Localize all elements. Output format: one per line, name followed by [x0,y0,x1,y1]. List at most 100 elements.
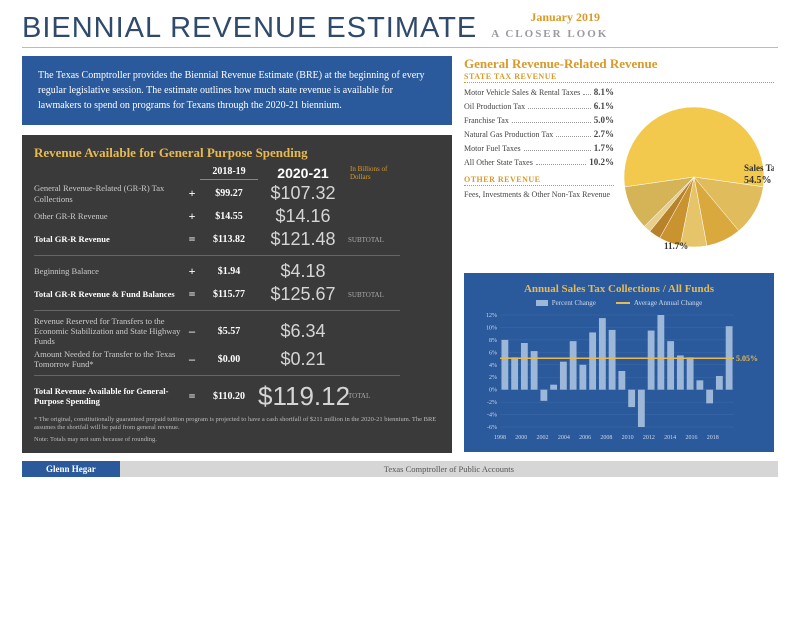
pie-slice [624,107,764,187]
bar [716,376,723,390]
pie-section-1: STATE TAX REVENUE [464,72,774,83]
bar [589,332,596,389]
table-row-v2: $0.21 [258,349,348,370]
footer-org: Texas Comptroller of Public Accounts [120,461,778,477]
pie-label-row: Oil Production Tax 6.1% [464,101,614,111]
svg-text:1998: 1998 [494,435,506,441]
bar-chart: -6%-4%-2%0%2%4%6%8%10%12%5.05%1998200020… [474,311,764,441]
table-row-sub: SUBTOTAL [348,236,400,244]
table-row-v1: $1.94 [200,266,258,277]
table-footnote-2: Note: Totals may not sum because of roun… [34,436,440,444]
table-row-v1: $14.55 [200,211,258,222]
table-row-v2: $107.32 [258,183,348,204]
pie-label: All Other State Taxes [464,158,533,167]
pie-pct: 5.0% [594,115,614,125]
svg-text:4%: 4% [489,363,497,369]
svg-text:2014: 2014 [664,435,676,441]
table-row-v2: $14.16 [258,206,348,227]
table-row-label: Total Revenue Available for General-Purp… [34,386,184,406]
bar [628,390,635,407]
table-row-v2: $125.67 [258,284,348,305]
pie-pct: 1.7% [594,143,614,153]
table-row-v2: $121.48 [258,229,348,250]
pie-title: General Revenue-Related Revenue [464,56,774,72]
bar [648,331,655,390]
table-footnote-1: * The original, constitutionally guarant… [34,416,440,433]
pie-pct: 10.2% [589,157,614,167]
table-row-v1: $5.57 [200,326,258,337]
table-row-label: Other GR-R Revenue [34,211,184,221]
pie-section-2: OTHER REVENUE [464,175,614,186]
table-row-v1: $0.00 [200,354,258,365]
table-row-v2: $4.18 [258,261,348,282]
bar-legend: Percent Change Average Annual Change [474,299,764,307]
bar [599,318,606,390]
svg-text:-2%: -2% [487,400,497,406]
svg-text:10%: 10% [486,325,497,331]
bar [560,362,567,390]
pie-label: Motor Fuel Taxes [464,144,521,153]
pie-pct: 8.1% [594,87,614,97]
bar [677,355,684,389]
svg-text:-6%: -6% [487,425,497,431]
pie-label-row: All Other State Taxes 10.2% [464,157,614,167]
table-row-v2: $6.34 [258,321,348,342]
table-row-v1: $110.20 [200,391,258,402]
pie-label: Oil Production Tax [464,102,525,111]
svg-text:6%: 6% [489,350,497,356]
bar [706,390,713,404]
bar [570,341,577,390]
table-row-op: + [184,264,200,279]
bar [618,371,625,390]
bar-title: Annual Sales Tax Collections / All Funds [474,283,764,295]
table-title: Revenue Available for General Purpose Sp… [34,145,440,161]
revenue-table: Revenue Available for General Purpose Sp… [22,135,452,453]
table-row-sub: SUBTOTAL [348,291,400,299]
svg-text:2012: 2012 [643,435,655,441]
svg-text:2016: 2016 [685,435,697,441]
table-row-op: + [184,186,200,201]
footer: Glenn Hegar Texas Comptroller of Public … [22,461,778,477]
bar [511,357,518,389]
table-row-label: Total GR-R Revenue & Fund Balances [34,289,184,299]
table-row-op: + [184,209,200,224]
intro-text: The Texas Comptroller provides the Bienn… [22,56,452,125]
pie-label-row: Motor Vehicle Sales & Rental Taxes 8.1% [464,87,614,97]
pie-label-row: Franchise Tax5.0% [464,115,614,125]
svg-text:0%: 0% [489,388,497,394]
pie-label-row: Natural Gas Production Tax2.7% [464,129,614,139]
svg-text:2%: 2% [489,375,497,381]
header-rule [22,47,778,48]
bar [687,357,694,389]
legend-avg: Average Annual Change [634,299,702,307]
bar [579,365,586,390]
table-row-sub: TOTAL [348,392,400,400]
bar [550,385,557,390]
bar [540,390,547,401]
svg-text:2004: 2004 [558,435,570,441]
pie-label: Motor Vehicle Sales & Rental Taxes [464,88,580,97]
table-row-label: Amount Needed for Transfer to the Texas … [34,349,184,369]
table-row-v1: $99.27 [200,188,258,199]
bar [657,315,664,390]
svg-text:2008: 2008 [600,435,612,441]
pie-callout-label: Sales Taxes [744,163,774,173]
pie-pct: 6.1% [594,101,614,111]
table-row-label: Revenue Reserved for Transfers to the Ec… [34,316,184,347]
svg-text:2010: 2010 [622,435,634,441]
bar [667,341,674,390]
bar [638,390,645,427]
svg-text:2002: 2002 [537,435,549,441]
pie-callout-pct: 54.5% [744,175,772,186]
svg-text:-4%: -4% [487,413,497,419]
svg-text:2018: 2018 [707,435,719,441]
svg-text:2006: 2006 [579,435,591,441]
table-row-op: – [184,324,200,339]
avg-label: 5.05% [736,354,758,363]
unit-note: In Billions of Dollars [348,165,400,181]
bar-block: Annual Sales Tax Collections / All Funds… [464,273,774,452]
page-subtitle: A CLOSER LOOK [491,28,608,40]
table-row-label: Beginning Balance [34,266,184,276]
bar [521,343,528,390]
pie-label: Natural Gas Production Tax [464,130,553,139]
